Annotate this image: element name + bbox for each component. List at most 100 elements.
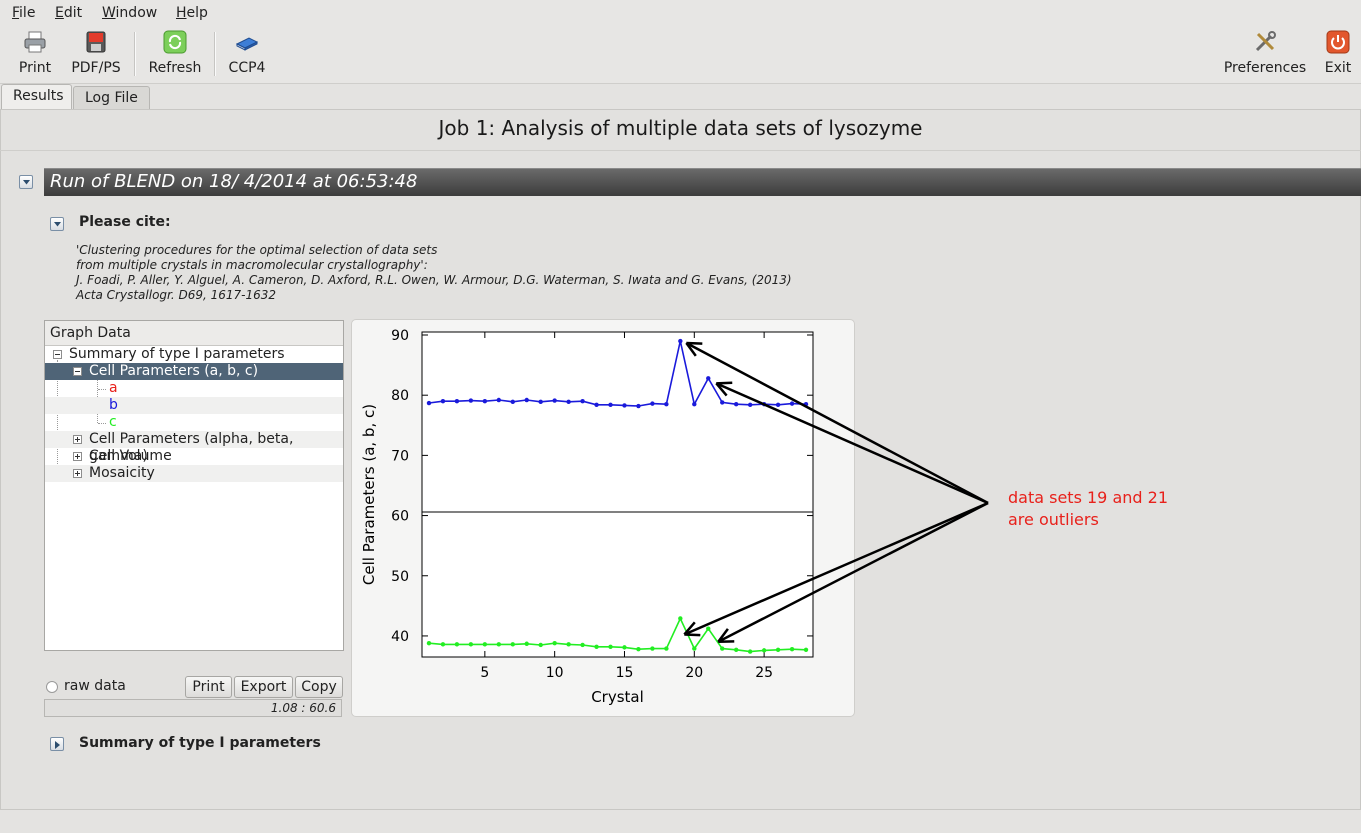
data-point [426, 640, 432, 646]
x-tick-label: 25 [755, 665, 773, 681]
print-button[interactable]: Print [16, 30, 54, 76]
tree-guide-line [98, 389, 106, 390]
refresh-label: Refresh [148, 60, 202, 76]
copy-button[interactable]: Copy [295, 676, 343, 698]
data-point [747, 402, 753, 408]
tree-item-summary[interactable]: Summary of type I parameters [45, 346, 343, 363]
data-point [720, 646, 725, 651]
expand-icon[interactable] [73, 435, 82, 444]
data-point [580, 642, 585, 648]
data-point [733, 402, 739, 407]
data-point [761, 402, 767, 407]
export-button[interactable]: Export [234, 676, 293, 698]
data-point [706, 626, 711, 631]
data-point [678, 616, 683, 621]
print-graph-button[interactable]: Print [185, 676, 232, 698]
tree-item-label: Cell Parameters (a, b, c) [89, 363, 259, 379]
x-tick-label: 10 [546, 665, 564, 681]
data-point [803, 647, 809, 652]
tree-item-label: c [109, 414, 117, 430]
data-point [510, 399, 515, 405]
run-collapse-toggle[interactable] [19, 175, 33, 189]
tree-item-mosaicity[interactable]: Mosaicity [45, 465, 343, 482]
tree-item-label: Cell Parameters (alpha, beta, gamma) [89, 431, 294, 464]
tree-item-c[interactable]: c [45, 414, 343, 431]
tree-item-label: Mosaicity [89, 465, 155, 481]
tree-item-cell-angles[interactable]: Cell Parameters (alpha, beta, gamma) [45, 431, 343, 464]
tree-item-a[interactable]: a [45, 380, 343, 397]
cite-heading: Please cite: [79, 214, 171, 230]
tree-item-b[interactable]: b [45, 397, 343, 414]
pdf-save-icon [84, 30, 108, 54]
tree-item-cell-abc[interactable]: Cell Parameters (a, b, c) [45, 363, 343, 380]
menu-bar: File Edit Window Help [0, 0, 1361, 26]
expand-icon[interactable] [73, 469, 82, 478]
tree-item-label: Summary of type I parameters [69, 346, 285, 362]
tree-item-label: a [109, 380, 118, 396]
series-line-c [428, 616, 807, 653]
tab-results[interactable]: Results [1, 84, 72, 110]
ccp4-book-icon [235, 30, 259, 54]
ccp4-button[interactable]: CCP4 [226, 30, 268, 76]
annotation-line: data sets 19 and 21 [1008, 488, 1168, 507]
expand-icon[interactable] [73, 452, 82, 461]
annotation-line: are outliers [1008, 510, 1099, 529]
data-point [747, 649, 753, 654]
data-point [440, 399, 446, 404]
data-point [496, 397, 502, 403]
toolbar: Print PDF/PS Refresh [0, 26, 1361, 84]
pdf-button[interactable]: PDF/PS [70, 30, 122, 76]
raw-data-radio[interactable] [46, 681, 58, 693]
data-point [440, 642, 446, 647]
chevron-right-icon [55, 741, 60, 749]
data-point [706, 376, 711, 381]
data-point [608, 402, 613, 408]
x-tick-label: 20 [685, 665, 703, 681]
data-point [678, 338, 683, 344]
data-point [650, 401, 655, 406]
data-point [594, 402, 599, 408]
collapse-icon[interactable] [53, 350, 62, 359]
data-point [468, 398, 474, 403]
tree-header: Graph Data [45, 321, 343, 346]
data-point [650, 646, 655, 651]
collapse-icon[interactable] [73, 367, 82, 376]
y-tick-label: 70 [391, 448, 409, 464]
y-axis-label: Cell Parameters (a, b, c) [360, 404, 378, 585]
exit-button[interactable]: Exit [1321, 30, 1355, 76]
menu-edit[interactable]: Edit [55, 5, 83, 21]
data-point [524, 397, 529, 403]
cell-parameters-chart[interactable]: 40 50 60 70 80 90 5 10 15 20 25 Crystal Cell Paramet… [351, 319, 855, 717]
cite-collapse-toggle[interactable] [50, 217, 64, 231]
refresh-button[interactable]: Refresh [146, 30, 204, 76]
tab-bar: Results Log File [0, 84, 1361, 110]
data-point [733, 647, 739, 652]
cursor-readout: 1.08 : 60.6 [44, 699, 342, 717]
summary-expand-toggle[interactable] [50, 737, 64, 751]
menu-help[interactable]: Help [176, 5, 208, 21]
y-tick-label: 80 [391, 388, 409, 404]
citation-line: from multiple crystals in macromolecular… [76, 258, 428, 272]
data-point [552, 640, 557, 646]
tab-log-file[interactable]: Log File [73, 86, 150, 110]
x-tick-label: 5 [480, 665, 489, 681]
power-icon [1326, 30, 1350, 54]
data-point [636, 646, 641, 652]
data-point [720, 400, 725, 405]
data-point [636, 403, 641, 409]
y-tick-label: 90 [391, 328, 409, 344]
summary-heading: Summary of type I parameters [79, 735, 321, 751]
printer-icon [23, 30, 47, 54]
menu-window[interactable]: Window [102, 5, 158, 21]
tree-item-cell-volume[interactable]: Cell Volume [45, 448, 343, 465]
preferences-button[interactable]: Preferences [1222, 30, 1308, 76]
data-point [622, 645, 627, 650]
data-point [454, 399, 460, 404]
refresh-icon [163, 30, 187, 54]
raw-data-label: raw data [64, 678, 126, 694]
data-point [426, 400, 432, 406]
toolbar-separator [134, 32, 136, 76]
preferences-label: Preferences [1223, 60, 1307, 76]
menu-file[interactable]: File [12, 5, 36, 21]
data-point [524, 641, 529, 646]
